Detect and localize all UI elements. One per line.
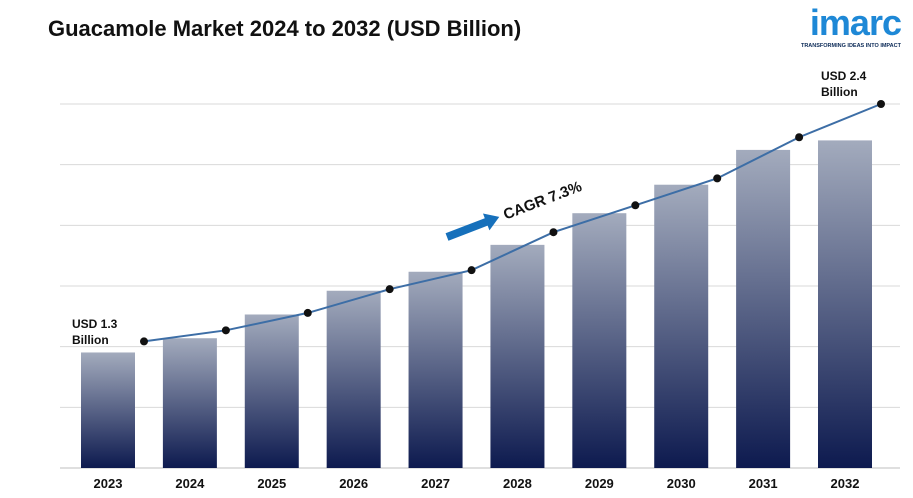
x-tick-label: 2023 [94, 476, 123, 491]
bar-2029 [572, 213, 627, 468]
x-tick-label: 2029 [585, 476, 614, 491]
bar-2025 [244, 314, 299, 468]
cagr-arrow-icon [445, 213, 500, 241]
trend-point [877, 100, 885, 108]
x-tick-label: 2031 [749, 476, 778, 491]
x-tick-label: 2024 [175, 476, 205, 491]
logo-wordmark: imarc [809, 2, 902, 43]
trend-point [385, 285, 394, 294]
trend-line-group [140, 100, 885, 346]
bar-2026 [326, 290, 381, 468]
end-unit-label: Billion [821, 85, 858, 99]
imarc-logo: imarc TRANSFORMING IDEAS INTO IMPACT [781, 2, 902, 52]
bar-2027 [408, 271, 463, 468]
chart-title: Guacamole Market 2024 to 2032 (USD Billi… [48, 16, 522, 41]
cagr-label: CAGR 7.3% [501, 178, 584, 223]
x-tick-label: 2025 [257, 476, 286, 491]
trend-point [221, 326, 230, 335]
trend-point [795, 133, 804, 142]
bar-2030 [654, 184, 709, 468]
x-axis-labels: 2023 2024 2025 2026 2027 2028 2029 2030 2031 2032 [94, 476, 860, 491]
bars [81, 140, 872, 469]
start-value-label: USD 1.3 [72, 317, 118, 331]
trend-point [549, 228, 558, 237]
cagr-callout: CAGR 7.3% [445, 178, 584, 241]
trend-point [467, 266, 476, 275]
bar-2023 [81, 352, 135, 468]
x-tick-label: 2030 [667, 476, 696, 491]
x-tick-label: 2028 [503, 476, 532, 491]
bar-2028 [490, 244, 545, 468]
trend-point [713, 174, 722, 183]
trend-point [303, 308, 312, 317]
bar-2024 [162, 338, 217, 468]
trend-point [140, 337, 148, 346]
trend-point [631, 201, 640, 210]
x-tick-label: 2026 [339, 476, 368, 491]
bar-2032 [818, 140, 872, 468]
x-tick-label: 2032 [831, 476, 860, 491]
x-tick-label: 2027 [421, 476, 450, 491]
end-value-label: USD 2.4 [821, 69, 867, 83]
trend-line [143, 103, 882, 343]
logo-tagline: TRANSFORMING IDEAS INTO IMPACT [800, 43, 901, 49]
bar-2031 [736, 149, 791, 469]
start-unit-label: Billion [72, 333, 109, 347]
